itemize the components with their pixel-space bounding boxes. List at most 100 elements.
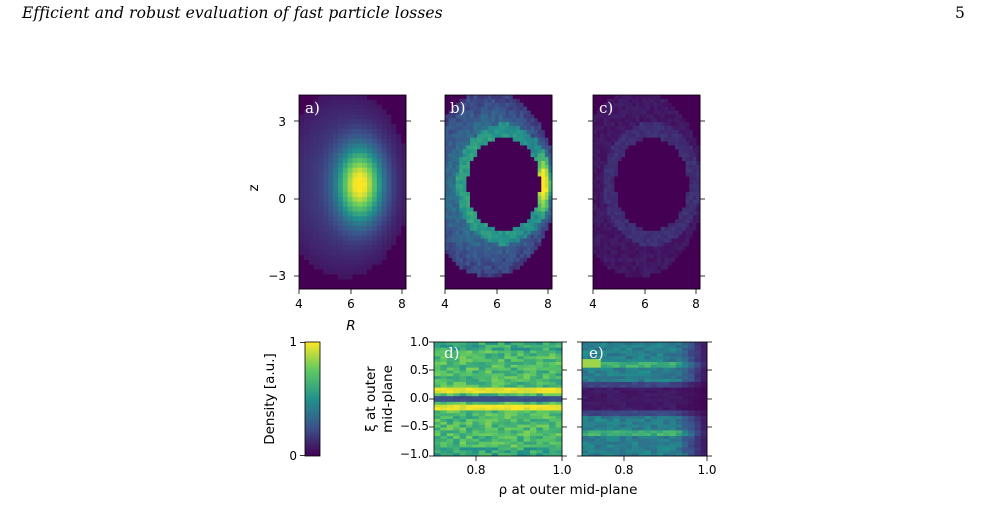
heatmap-cell <box>434 356 441 360</box>
heatmap-cell <box>692 203 697 208</box>
heatmap-cell <box>664 133 669 139</box>
heatmap-cell <box>600 114 605 119</box>
heatmap-cell <box>596 102 601 108</box>
heatmap-cell <box>323 216 329 222</box>
heatmap-cell <box>342 153 349 159</box>
heatmap-cell <box>527 98 531 104</box>
heatmap-cell <box>696 172 701 177</box>
heatmap-cell <box>664 145 669 150</box>
heatmap-cell <box>453 387 460 391</box>
heatmap-cell <box>660 168 665 173</box>
heatmap-cell <box>607 250 612 255</box>
heatmap-cell <box>455 114 460 119</box>
heatmap-cell <box>362 95 368 101</box>
heatmap-cell <box>671 133 676 139</box>
heatmap-cell <box>440 393 448 397</box>
heatmap-cell <box>453 438 460 443</box>
heatmap-cell <box>607 433 614 437</box>
heatmap-cell <box>594 364 602 369</box>
heatmap-cell <box>401 274 407 280</box>
heatmap-cell <box>692 261 697 267</box>
heatmap-cell <box>448 199 453 205</box>
heatmap-cell <box>505 269 510 274</box>
heatmap-cell <box>462 180 467 185</box>
heatmap-cell <box>498 376 505 380</box>
heatmap-cell <box>523 242 528 247</box>
heatmap-cell <box>376 284 383 290</box>
heatmap-cell <box>516 257 521 263</box>
heatmap-cell <box>502 277 507 282</box>
heatmap-cell <box>323 196 329 203</box>
heatmap-cell <box>523 126 528 131</box>
heatmap-cell <box>434 370 441 374</box>
heatmap-cell <box>530 444 537 448</box>
heatmap-cell <box>510 413 518 417</box>
heatmap-cell <box>600 172 605 177</box>
heatmap-cell <box>347 250 353 256</box>
heatmap-cell <box>516 149 521 154</box>
heatmap-cell <box>357 240 363 246</box>
heatmap-cell <box>632 192 637 197</box>
heatmap-cell <box>510 421 518 426</box>
heatmap-cell <box>505 110 510 115</box>
heatmap-cell <box>541 215 546 220</box>
heatmap-cell <box>502 211 507 216</box>
heatmap-cell <box>549 427 556 431</box>
heatmap-cell <box>537 219 542 224</box>
heatmap-cell <box>685 157 690 162</box>
heatmap-cell <box>485 373 492 377</box>
heatmap-cell <box>536 421 544 426</box>
heatmap-cell <box>512 226 517 232</box>
heatmap-cell <box>536 384 544 388</box>
heatmap-cell <box>512 118 517 123</box>
heatmap-cell <box>653 277 658 282</box>
heatmap-cell <box>678 157 683 162</box>
heatmap-cell <box>480 149 485 154</box>
heatmap-cell <box>509 122 514 127</box>
heatmap-cell <box>657 110 662 115</box>
heatmap-cell <box>653 180 658 185</box>
heatmap-cell <box>600 453 608 457</box>
heatmap-cell <box>504 401 512 406</box>
heatmap-cell <box>549 387 556 391</box>
heatmap-cell <box>462 164 467 170</box>
heatmap-cell <box>445 145 449 150</box>
heatmap-cell <box>650 129 655 135</box>
heatmap-cell <box>685 106 690 111</box>
heatmap-cell <box>542 356 550 360</box>
heatmap-cell <box>657 219 662 224</box>
heatmap-cell <box>472 396 480 400</box>
heatmap-cell <box>667 145 672 150</box>
heatmap-cell <box>537 242 542 247</box>
heatmap-cell <box>504 421 512 426</box>
heatmap-cell <box>594 430 602 434</box>
heatmap-cell <box>328 143 334 149</box>
heatmap-cell <box>445 226 449 232</box>
heatmap-cell <box>660 192 665 197</box>
heatmap-cell <box>308 230 314 237</box>
heatmap-cell <box>671 273 676 278</box>
heatmap-cell <box>452 192 457 197</box>
heatmap-cell <box>371 119 378 125</box>
heatmap-cell <box>303 167 310 173</box>
heatmap-cell <box>537 234 542 239</box>
heatmap-cell <box>625 238 630 243</box>
heatmap-cell <box>542 347 550 351</box>
heatmap-cell <box>502 242 507 247</box>
heatmap-cell <box>434 450 441 454</box>
heatmap-cell <box>318 240 324 246</box>
heatmap-cell <box>696 226 701 232</box>
heatmap-cell <box>642 281 647 286</box>
heatmap-cell <box>628 145 633 150</box>
heatmap-cell <box>519 160 524 166</box>
heatmap-cell <box>440 447 448 451</box>
heatmap-cell <box>401 177 407 183</box>
heatmap-cell <box>530 370 537 374</box>
heatmap-cell <box>523 168 528 173</box>
heatmap-cell <box>459 215 464 220</box>
heatmap-cell <box>664 180 669 185</box>
heatmap-cell <box>542 344 550 349</box>
heatmap-cell <box>509 157 514 162</box>
heatmap-cell <box>480 261 485 267</box>
heatmap-cell <box>480 153 485 158</box>
